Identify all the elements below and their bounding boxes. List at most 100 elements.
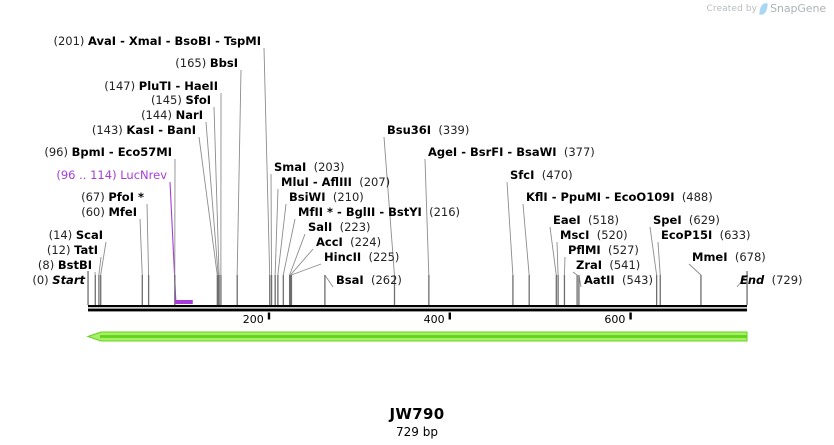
enzyme-name[interactable]: AgeI	[428, 145, 458, 159]
enzyme-name[interactable]: BbsI	[209, 56, 238, 70]
restriction-site-tick	[528, 275, 530, 305]
enzyme-name[interactable]: EaeI	[553, 213, 581, 227]
site-position: (629)	[688, 213, 720, 227]
enzyme-label-aatii: AatII (543)	[584, 274, 653, 287]
enzyme-name[interactable]: PfoI *	[108, 190, 144, 204]
enzyme-name[interactable]: LucNrev	[120, 168, 167, 182]
ruler-tick	[629, 312, 632, 320]
enzyme-name[interactable]: BsrFI	[470, 145, 504, 159]
enzyme-name[interactable]: TspMI	[223, 34, 261, 48]
enzyme-name[interactable]: AflIII	[321, 175, 352, 189]
enzyme-name[interactable]: EcoO109I	[613, 190, 675, 204]
restriction-site-tick	[324, 275, 326, 305]
restriction-site-tick	[746, 271, 748, 305]
enzyme-name[interactable]: BstBI	[57, 258, 92, 272]
leader-line	[291, 263, 322, 276]
enzyme-name[interactable]: BglII	[345, 205, 376, 219]
watermark-brand: SnapGene	[770, 2, 826, 15]
enzyme-name[interactable]: MfII *	[298, 205, 334, 219]
site-position: (147)	[104, 79, 136, 93]
enzyme-name[interactable]: TatI	[74, 243, 98, 257]
restriction-site-tick	[94, 275, 96, 305]
enzyme-name[interactable]: SfoI	[185, 93, 211, 107]
name-separator: -	[503, 145, 517, 159]
enzyme-name[interactable]: BsaWI	[516, 145, 557, 159]
enzyme-name[interactable]: KflI	[526, 190, 548, 204]
restriction-site-tick	[220, 275, 222, 305]
restriction-site-tick	[557, 275, 559, 305]
site-position: (339)	[438, 123, 470, 137]
enzyme-name[interactable]: KasI	[126, 123, 155, 137]
enzyme-name[interactable]: MscI	[560, 228, 590, 242]
page-title: JW790	[389, 405, 445, 423]
enzyme-name[interactable]: AatII	[584, 273, 615, 287]
restriction-site-tick	[282, 275, 284, 305]
site-position: (541)	[609, 258, 641, 272]
enzyme-name[interactable]: HincII	[324, 250, 362, 264]
site-position: (262)	[370, 273, 402, 287]
leader-line	[205, 121, 219, 276]
enzyme-name[interactable]: ZraI	[576, 258, 603, 272]
site-position: (203)	[313, 160, 345, 174]
enzyme-name[interactable]: PpuMI	[560, 190, 602, 204]
restriction-site-tick	[270, 275, 273, 305]
enzyme-name[interactable]: SalI	[308, 220, 333, 234]
enzyme-name[interactable]: Bsu36I	[387, 123, 432, 137]
restriction-site-tick	[290, 275, 293, 305]
site-position: (470)	[541, 168, 573, 182]
site-position: (143)	[91, 123, 123, 137]
enzyme-label-tati: (12) TatI	[0, 244, 98, 257]
leader-line	[146, 203, 150, 276]
enzyme-label-start: (0) Start	[0, 274, 85, 287]
enzyme-label-kasi: (143) KasI - BanI	[0, 124, 196, 137]
enzyme-name[interactable]: Eco57MI	[117, 145, 172, 159]
site-position: (0)	[32, 273, 49, 287]
enzyme-name[interactable]: NarI	[175, 108, 203, 122]
enzyme-name[interactable]: BsaI	[336, 273, 364, 287]
leader-line	[556, 241, 559, 276]
enzyme-name[interactable]: BanI	[167, 123, 196, 137]
restriction-site-tick	[563, 275, 566, 305]
leader-line	[649, 226, 658, 276]
site-position: (96 .. 114)	[56, 168, 117, 182]
enzyme-name[interactable]: AccI	[316, 235, 343, 249]
enzyme-name[interactable]: BstYI	[388, 205, 422, 219]
enzyme-name[interactable]: BsiWI	[289, 190, 326, 204]
enzyme-name[interactable]: PluTI	[138, 79, 172, 93]
enzyme-name[interactable]: MmeI	[692, 250, 728, 264]
site-position: (67)	[81, 190, 105, 204]
site-position: (518)	[588, 213, 619, 227]
site-position: (96)	[44, 145, 68, 159]
leader-line	[383, 136, 395, 276]
snapgene-watermark: Created by SnapGene	[706, 2, 827, 15]
enzyme-label-zrai: ZraI (541)	[576, 259, 640, 272]
ruler-group	[267, 312, 632, 320]
restriction-site-tick	[174, 275, 176, 305]
site-position: (207)	[359, 175, 391, 189]
enzyme-name[interactable]: MluI	[281, 175, 309, 189]
enzyme-label-bbsi: (165) BbsI	[0, 57, 238, 70]
enzyme-name[interactable]: BsoBI	[174, 34, 212, 48]
enzyme-name[interactable]: XmaI	[128, 34, 162, 48]
enzyme-name[interactable]: ScaI	[75, 228, 103, 242]
site-tick-group	[87, 271, 748, 305]
leader-line	[657, 241, 661, 276]
enzyme-name[interactable]: SmaI	[274, 160, 307, 174]
enzyme-name[interactable]: PflMI	[568, 243, 601, 257]
leader-line	[324, 274, 334, 288]
site-position: (12)	[46, 243, 71, 257]
restriction-site-tick	[87, 271, 89, 305]
enzyme-name[interactable]: HaeII	[184, 79, 218, 93]
enzyme-name[interactable]: SpeI	[653, 213, 682, 227]
enzyme-name[interactable]: Start	[52, 273, 85, 287]
enzyme-name[interactable]: EcoP15I	[661, 228, 713, 242]
leader-line	[139, 218, 143, 276]
enzyme-name[interactable]: SfcI	[510, 168, 535, 182]
enzyme-name[interactable]: AvaI	[88, 34, 117, 48]
watermark-prefix: Created by	[706, 3, 758, 14]
enzyme-name[interactable]: BpmI	[71, 145, 105, 159]
enzyme-name[interactable]: End	[740, 273, 765, 287]
enzyme-name[interactable]: MfeI	[108, 205, 137, 219]
leader-line	[277, 203, 287, 276]
